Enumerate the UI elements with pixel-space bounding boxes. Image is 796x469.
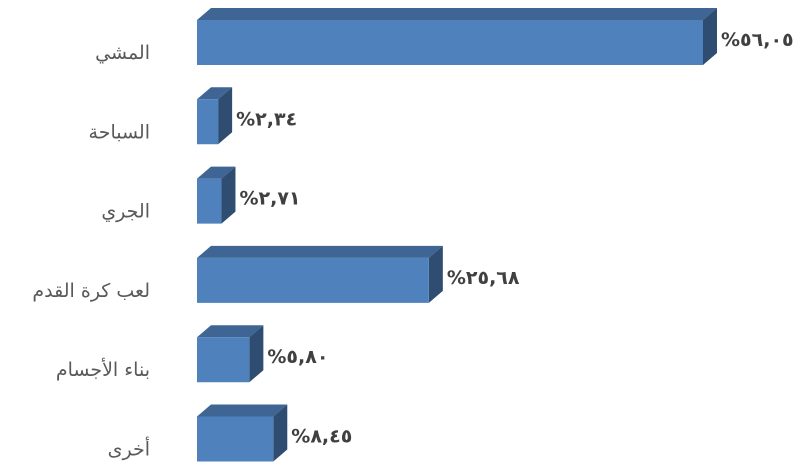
bar-top (197, 87, 233, 100)
category-label: السباحة (89, 121, 150, 143)
category-label: المشي (95, 42, 150, 64)
bar-front (197, 337, 250, 383)
bar (197, 404, 288, 462)
bar-side (218, 87, 233, 145)
bar-top (197, 325, 264, 338)
bar-front (197, 416, 274, 462)
category-label: الجري (101, 201, 150, 223)
bar-front (197, 20, 703, 65)
bar-side (221, 166, 236, 224)
category-label: لعب كرة القدم (32, 280, 150, 302)
category-label: أخرى (108, 437, 150, 461)
bar-side (703, 8, 717, 65)
bar (197, 245, 443, 303)
bar (197, 8, 717, 65)
bar-side (428, 245, 443, 303)
bar (197, 325, 264, 383)
bar-front (197, 257, 429, 303)
category-label: بناء الأجسام (56, 358, 150, 381)
bar-side (273, 404, 288, 462)
bar (197, 87, 233, 145)
bar-top (197, 245, 443, 258)
value-label: %٢,٧١ (239, 188, 300, 210)
value-label: %٢,٣٤ (236, 108, 297, 130)
value-label: %٨,٤٥ (291, 426, 352, 448)
bar-front (197, 99, 219, 145)
value-label: %٢٥,٦٨ (447, 267, 520, 289)
bar-front (197, 178, 222, 224)
bar-top (197, 166, 236, 179)
value-label: %٥,٨٠ (267, 346, 328, 368)
bar-top (197, 8, 717, 20)
bar-side (249, 325, 264, 383)
bar-top (197, 404, 288, 417)
bar (197, 166, 236, 224)
value-label: %٥٦,٠٥ (721, 29, 794, 51)
